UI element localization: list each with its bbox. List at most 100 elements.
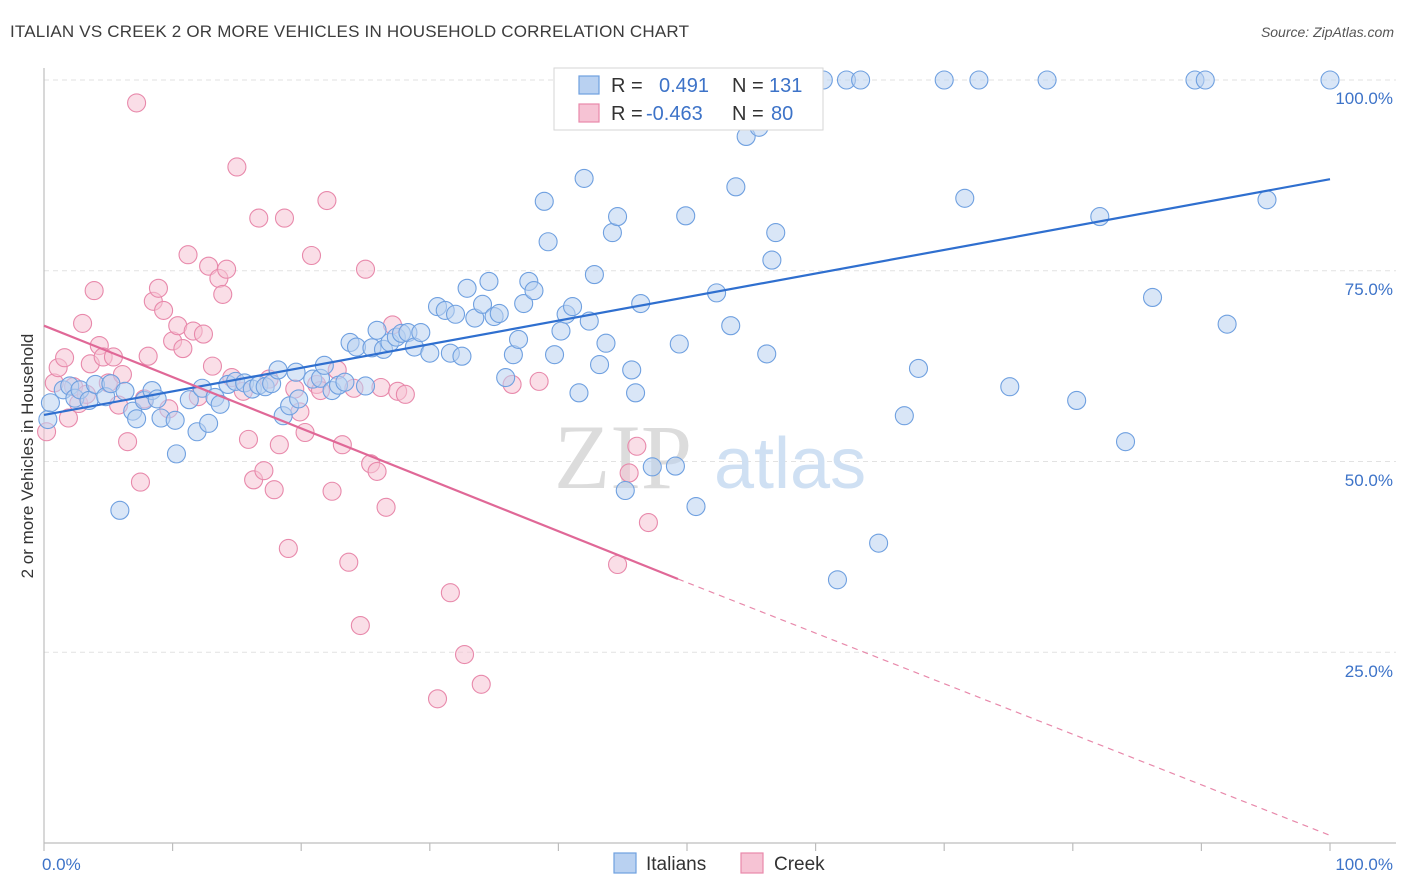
italians-series-label: Italians [646,854,706,875]
points-layer [37,70,1340,709]
italians-point-18 [165,410,185,430]
italians-point-128 [1195,70,1215,90]
creek-point-53 [301,245,322,266]
creek-point-78 [619,463,639,483]
creek-r-label: R = [611,103,643,125]
creek-point-63 [355,259,376,279]
creek-point-21 [138,346,158,366]
italians-r-value: 0.491 [659,75,709,97]
italians-point-115 [869,533,889,553]
creek-point-3 [55,348,75,368]
italians-legend-swatch [578,75,600,95]
creek-n-value: 80 [771,103,793,125]
creek-point-34 [202,356,223,376]
italians-point-1 [40,393,60,413]
italians-point-85 [596,333,616,353]
creek-point-28 [173,339,193,359]
italians-point-65 [479,271,499,291]
creek-point-70 [395,384,415,404]
creek-point-39 [227,157,247,177]
creek-point-4 [58,408,78,428]
creek-point-67 [376,497,396,517]
creek-trend-line [43,324,679,581]
italians-point-71 [514,294,534,314]
creek-point-79 [627,436,647,456]
italians-point-73 [524,281,544,301]
y-tick-label-25: 25.0% [1345,662,1393,681]
italians-point-118 [934,70,954,90]
stats-legend: R = 0.491 N = 131 R = -0.463 N = 80 [553,67,824,131]
y-axis-label: 2 or more Vehicles in Household [18,334,37,579]
italians-point-83 [584,265,604,285]
italians-point-120 [969,70,989,90]
italians-point-86 [602,223,622,243]
x-tick-label-right: 100.0% [1335,855,1393,874]
creek-point-74 [471,674,491,694]
italians-point-55 [411,323,431,343]
italians-point-130 [1257,190,1277,210]
creek-point-47 [269,435,289,455]
italians-point-74 [534,191,554,211]
y-tick-label-75: 75.0% [1345,280,1393,299]
italians-point-121 [1000,377,1020,397]
italians-point-84 [590,355,610,375]
y-tick-label-50: 50.0% [1345,471,1393,490]
italians-point-122 [1037,70,1057,90]
italians-point-48 [367,320,387,340]
italians-point-107 [762,250,782,270]
italians-point-117 [908,358,929,378]
italians-point-75 [538,232,558,252]
creek-point-49 [278,538,298,559]
italians-series-swatch [613,852,637,874]
series-legend: Italians Creek [613,852,825,875]
italians-point-19 [166,444,187,464]
italians-point-13 [127,409,147,429]
creek-point-24 [154,300,174,320]
italians-trend-line [43,178,1331,417]
italians-point-81 [574,168,594,188]
italians-n-label: N = [732,75,764,97]
italians-point-60 [445,304,466,324]
creek-point-72 [440,583,460,603]
creek-series-label: Creek [774,854,825,875]
creek-trend-extension [677,578,1331,836]
creek-point-18 [127,93,147,113]
creek-point-44 [254,461,274,481]
italians-point-56 [420,343,440,363]
creek-point-71 [427,689,448,709]
creek-point-23 [148,278,169,298]
creek-point-29 [178,245,198,265]
x-tick-marks [43,843,1331,851]
italians-point-97 [676,206,696,226]
italians-point-123 [1067,390,1087,411]
italians-point-119 [955,188,975,208]
y-tick-label-100: 100.0% [1335,89,1393,108]
italians-point-125 [1115,432,1136,452]
watermark-atlas: atlas [714,424,866,504]
italians-point-89 [622,360,642,380]
italians-point-129 [1217,314,1237,334]
creek-point-62 [350,615,370,636]
italians-point-116 [894,406,914,426]
creek-point-37 [217,259,237,279]
italians-point-77 [551,321,571,341]
italians-point-61 [452,346,472,366]
italians-point-126 [1142,287,1163,308]
creek-series-swatch [740,852,764,874]
creek-point-56 [317,191,337,211]
italians-point-68 [496,368,516,388]
italians-point-96 [669,334,689,354]
creek-point-76 [529,371,549,391]
italians-point-23 [199,413,219,433]
creek-point-7 [73,313,93,333]
creek-point-43 [249,208,269,228]
italians-point-95 [665,456,685,476]
italians-point-114 [851,70,871,90]
italians-point-67 [489,303,509,324]
italians-point-112 [827,570,848,590]
italians-point-76 [544,345,565,365]
italians-point-62 [457,278,477,298]
italians-point-98 [686,496,706,517]
italians-point-10 [110,500,130,520]
